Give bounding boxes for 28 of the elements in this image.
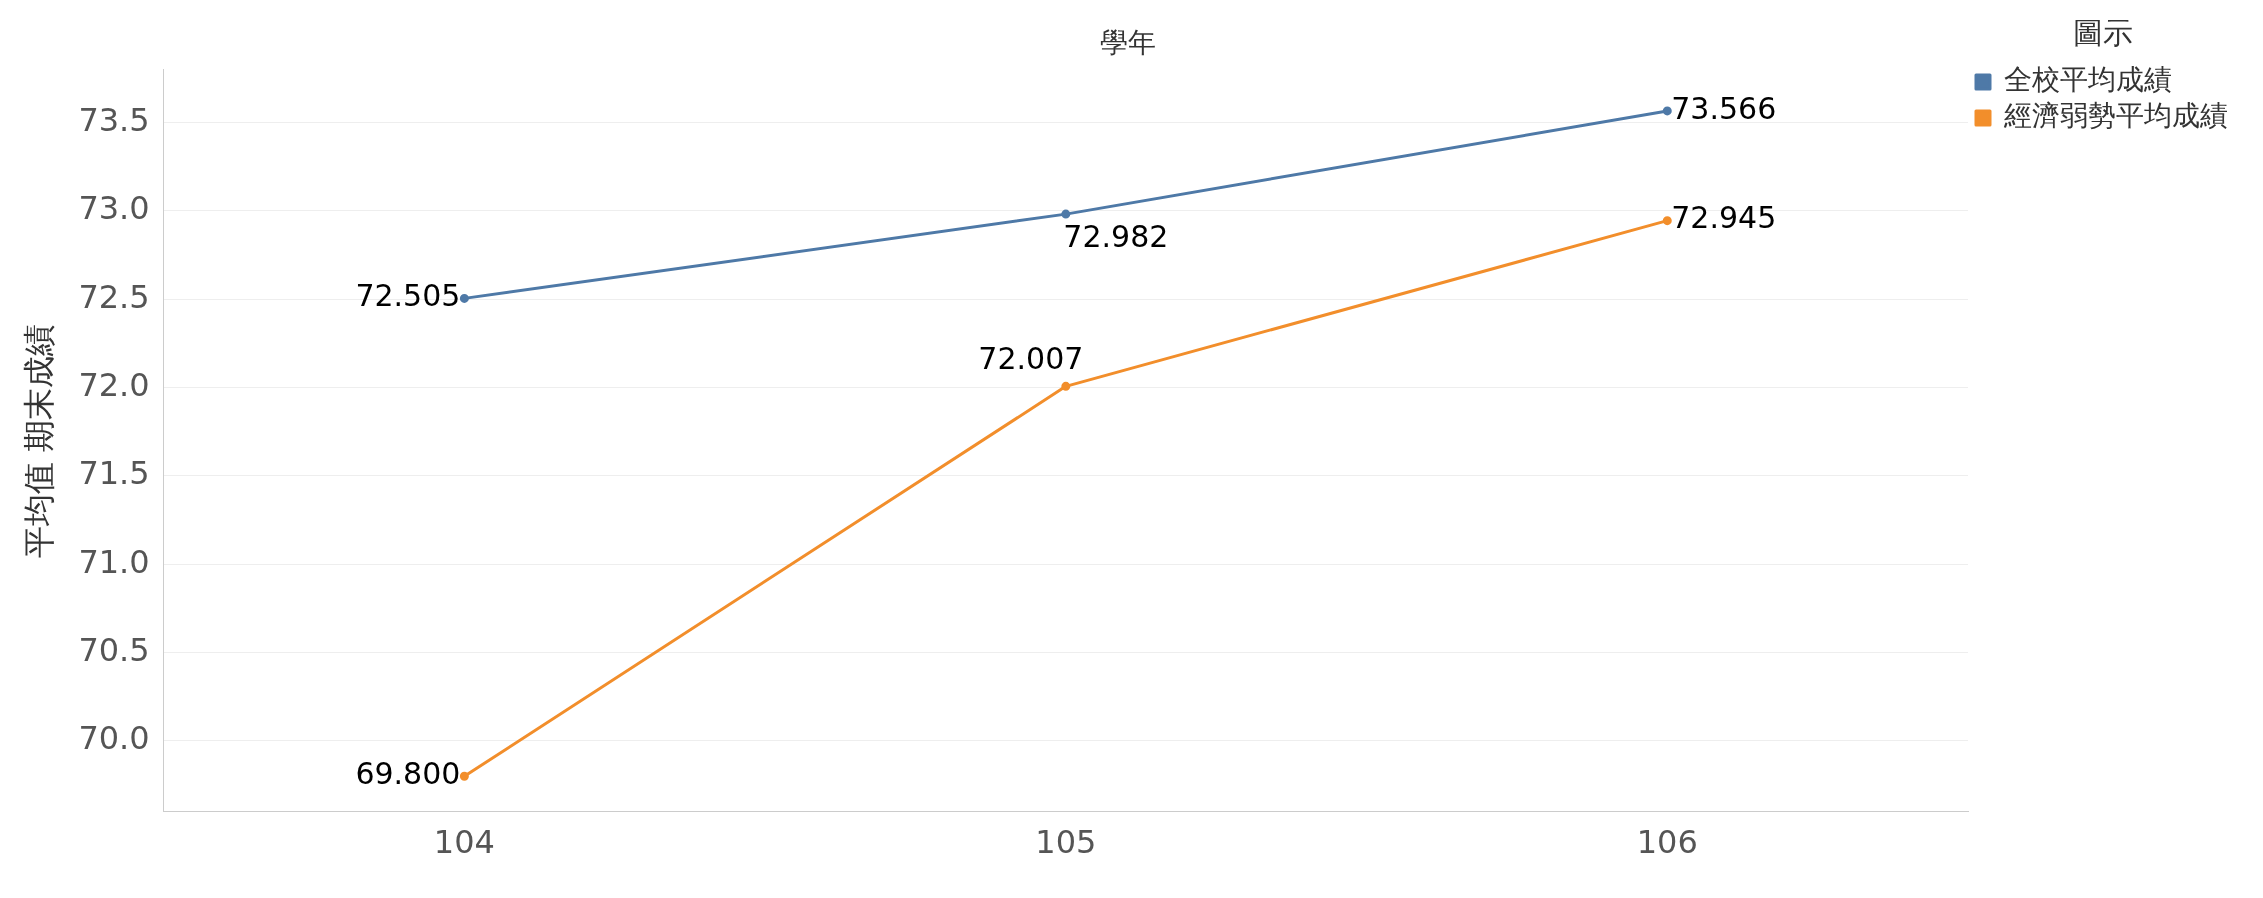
legend-label: 全校平均成績 [2004, 63, 2172, 97]
y-tick-label: 70.0 [78, 719, 150, 758]
point [1662, 216, 1672, 226]
y-tick-label: 72.0 [78, 365, 150, 404]
data-label: 72.945 [1671, 200, 1777, 236]
point [1061, 381, 1071, 391]
point [459, 771, 469, 781]
y-tick-label: 73.0 [78, 189, 150, 228]
data-label: 72.982 [1063, 218, 1169, 254]
x-axis-title: 學年 [1100, 26, 1156, 60]
x-tick-label: 106 [1636, 823, 1698, 862]
data-label: 69.800 [355, 756, 461, 792]
y-tick-label: 72.5 [78, 277, 150, 316]
data-label: 72.007 [978, 341, 1084, 377]
y-axis-title: 平均值 期末成績 [19, 323, 58, 558]
data-label: 72.505 [355, 278, 461, 314]
legend-title: 圖示 [2073, 14, 2133, 50]
y-tick-label: 71.5 [78, 454, 150, 493]
point [1662, 106, 1672, 116]
x-tick-label: 105 [1035, 823, 1097, 862]
y-tick-label: 71.0 [78, 542, 150, 581]
point [1061, 209, 1071, 219]
legend-label: 經濟弱勢平均成績 [2003, 99, 2228, 133]
data-label: 73.566 [1671, 90, 1777, 126]
y-tick-label: 73.5 [78, 100, 150, 139]
x-tick-label: 104 [433, 823, 495, 862]
point [459, 293, 469, 303]
y-tick-label: 70.5 [78, 630, 150, 669]
